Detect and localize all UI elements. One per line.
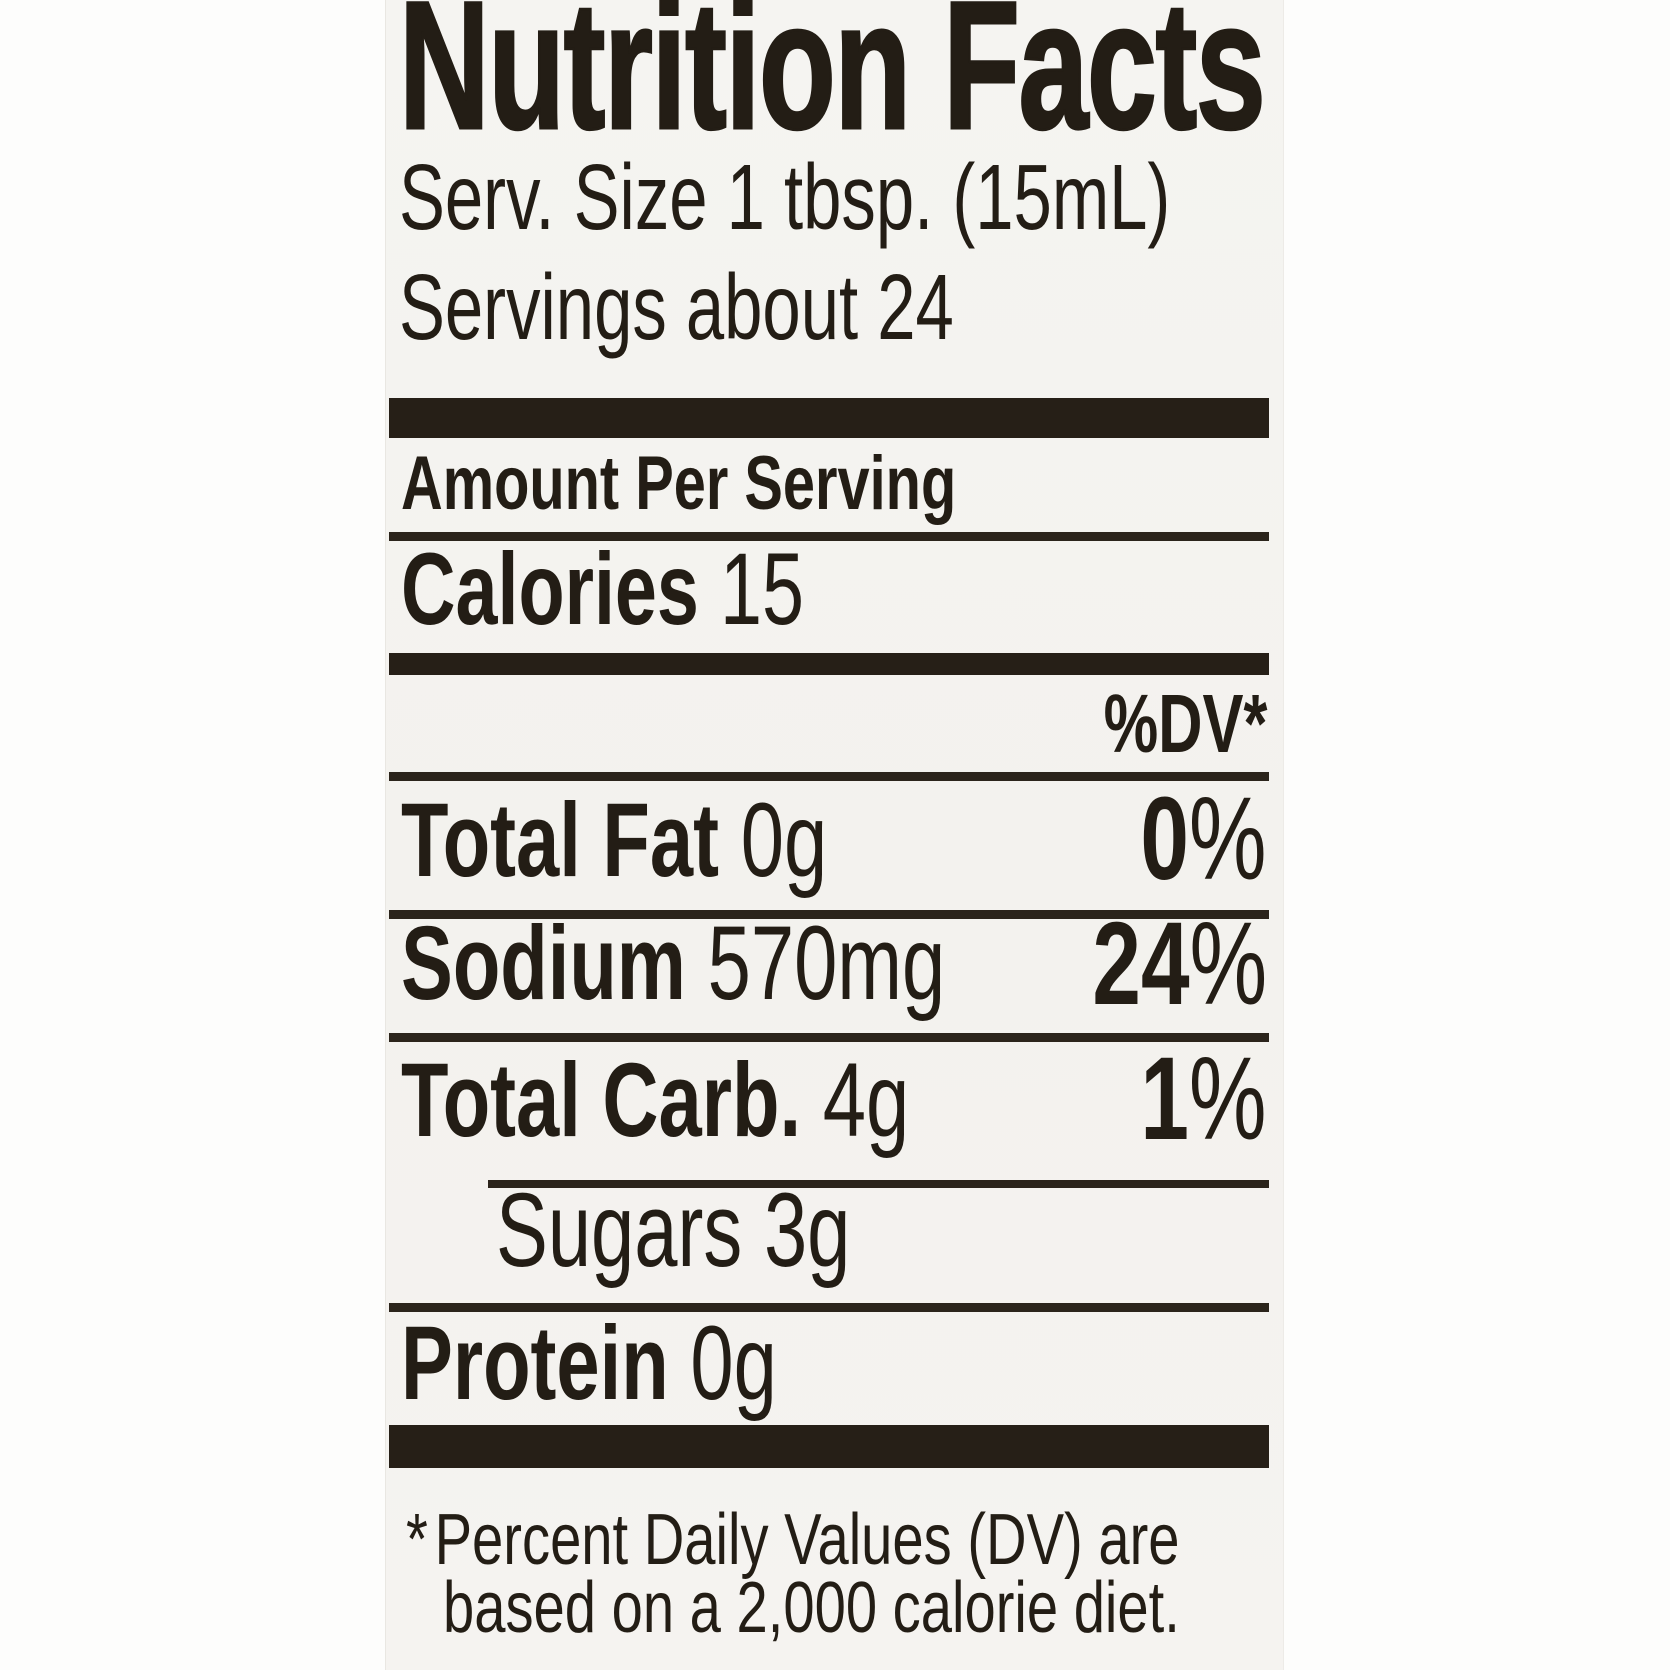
- footnote-asterisk: *: [406, 1500, 428, 1580]
- amount-per-serving-text: Amount Per Serving: [401, 441, 957, 526]
- amount-per-serving-header: Amount Per Serving: [401, 446, 1132, 522]
- nutrient-amount: 0g: [690, 1305, 777, 1422]
- nutrient-name: Total Carb.: [401, 1042, 802, 1159]
- thick-divider-under-calories: [389, 653, 1269, 675]
- thick-divider-bottom: [389, 1425, 1269, 1468]
- dv-number: 24: [1092, 898, 1190, 1030]
- nutrient-name: Total Fat: [401, 782, 719, 899]
- nutrient-amount: 0g: [740, 782, 828, 899]
- serving-size-text: Serv. Size 1 tbsp. (15mL): [399, 145, 1171, 249]
- dv-value-sodium: 24%: [1031, 905, 1267, 1023]
- nutrient-amount: 4g: [822, 1042, 910, 1159]
- servings-count-line: Servings about 24: [399, 261, 1149, 354]
- nutrient-row-total-carb: Total Carb. 4g: [401, 1048, 1088, 1153]
- nutrient-name: Sodium: [401, 905, 686, 1022]
- thin-divider-indented-above-sugars: [488, 1180, 1269, 1188]
- calories-value: 15: [719, 532, 804, 646]
- thin-divider-under-amount: [389, 532, 1269, 541]
- thin-divider-under-dv-header: [389, 772, 1269, 781]
- label-title: Nutrition Facts: [398, 0, 1653, 167]
- dv-value-total-carb: 1%: [1096, 1040, 1267, 1158]
- footnote-line-1: *Percent Daily Values (DV) are: [406, 1504, 1398, 1576]
- thin-divider-under-sugars: [389, 1303, 1269, 1312]
- nutrient-amount: 3g: [763, 1172, 851, 1289]
- nutrient-row-sodium: Sodium 570mg: [401, 911, 1136, 1016]
- dv-number: 1: [1140, 1033, 1190, 1165]
- label-title-text: Nutrition Facts: [398, 0, 1267, 167]
- nutrient-row-sugars: Sugars 3g: [496, 1178, 975, 1283]
- thick-divider-top: [389, 398, 1269, 438]
- nutrient-row-protein: Protein 0g: [401, 1311, 909, 1416]
- nutrient-row-total-fat: Total Fat 0g: [401, 788, 977, 893]
- servings-count-text: Servings about 24: [399, 255, 954, 359]
- nutrient-amount: 570mg: [707, 905, 946, 1022]
- daily-value-header-text: %DV*: [1103, 677, 1267, 770]
- nutrient-name: Protein: [401, 1305, 669, 1422]
- thin-divider-under-sodium: [389, 1033, 1269, 1042]
- nutrition-label: Nutrition Facts Serv. Size 1 tbsp. (15mL…: [385, 0, 1284, 1670]
- footnote-text-2: based on a 2,000 calorie diet.: [443, 1568, 1180, 1648]
- footnote-line-2: based on a 2,000 calorie diet.: [443, 1572, 1388, 1644]
- daily-value-header: %DV*: [1046, 682, 1267, 765]
- footnote-text-1: Percent Daily Values (DV) are: [434, 1500, 1180, 1580]
- calories-label: Calories: [401, 532, 699, 646]
- serving-size-line: Serv. Size 1 tbsp. (15mL): [399, 151, 1441, 244]
- dv-number: 0: [1140, 773, 1190, 905]
- calories-row: Calories 15: [401, 538, 946, 640]
- thin-divider-under-total-fat: [389, 910, 1269, 919]
- dv-value-total-fat: 0%: [1096, 780, 1267, 898]
- percent-sign: %: [1189, 898, 1267, 1030]
- percent-sign: %: [1189, 1033, 1267, 1165]
- nutrient-name: Sugars: [496, 1172, 743, 1289]
- percent-sign: %: [1189, 773, 1267, 905]
